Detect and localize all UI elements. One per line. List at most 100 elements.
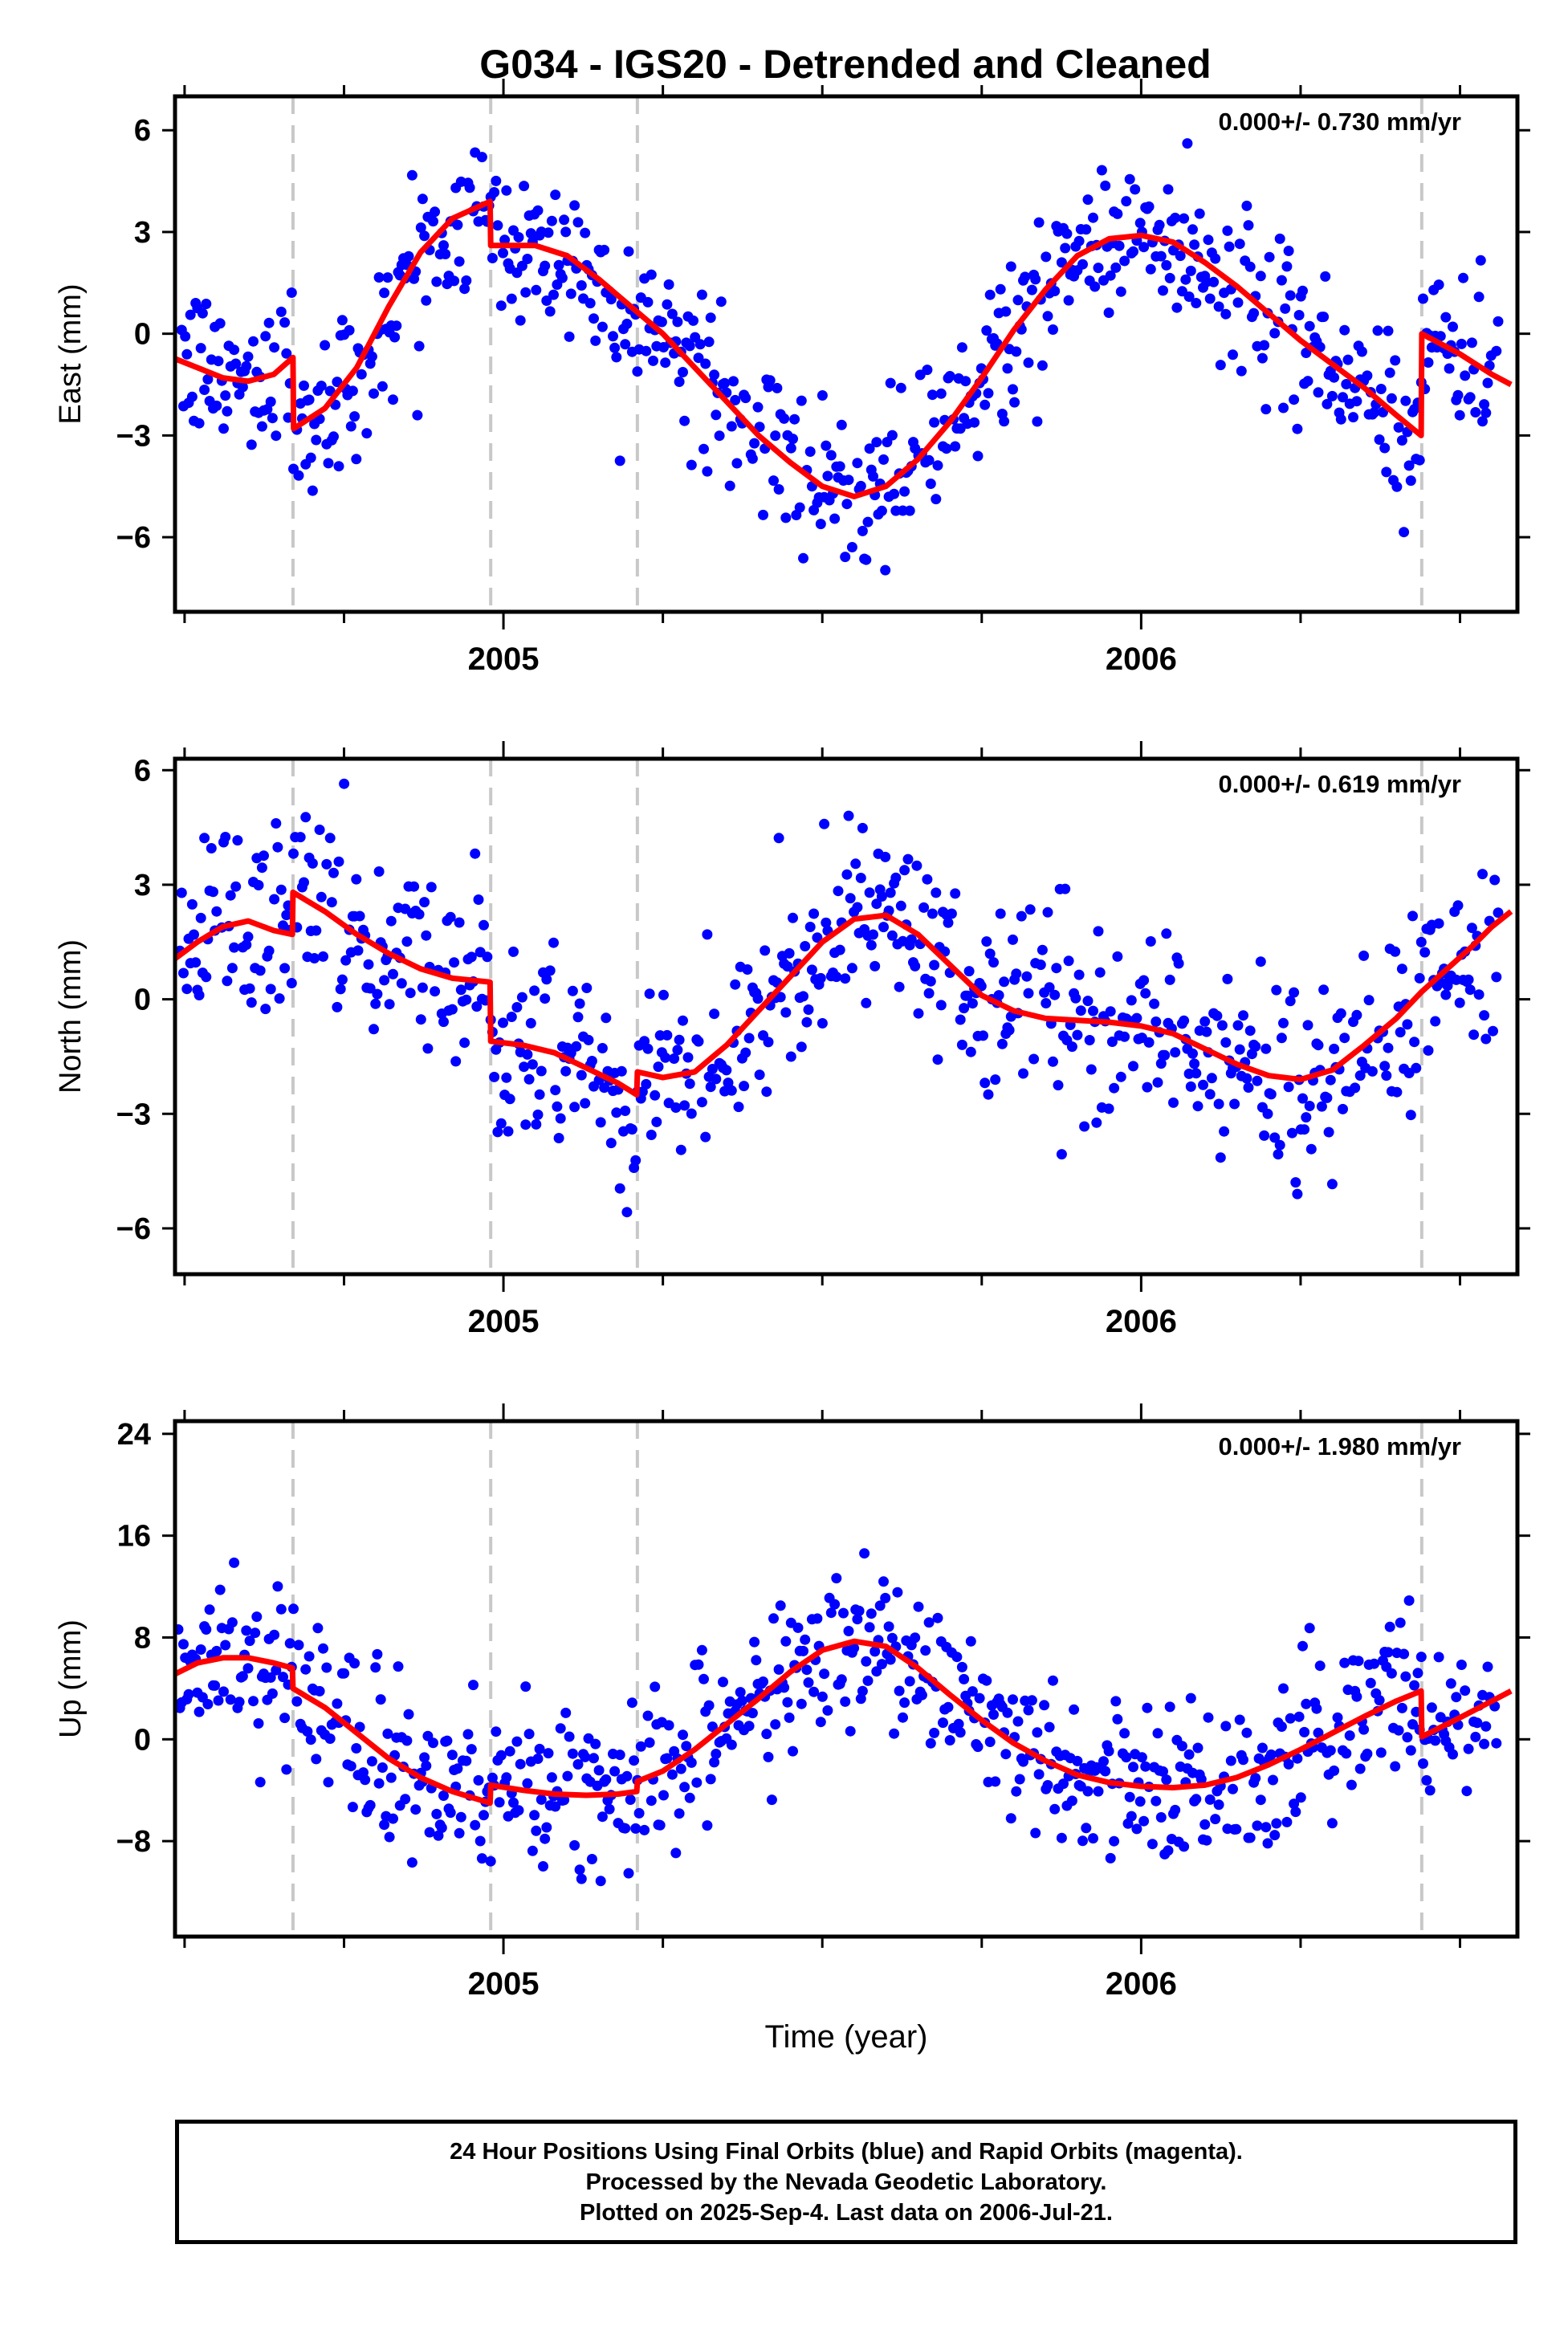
up-data-point: [580, 1751, 591, 1762]
east-data-point: [1088, 212, 1098, 223]
east-data-point: [694, 339, 706, 350]
east-data-point: [1329, 372, 1340, 383]
east-data-point: [703, 336, 715, 348]
north-data-point: [990, 1074, 1001, 1086]
up-data-point: [269, 1629, 280, 1640]
north-data-point: [929, 959, 940, 971]
up-data-point: [871, 1666, 882, 1677]
east-data-point: [1204, 293, 1216, 304]
east-data-point: [605, 294, 617, 305]
north-data-point: [1164, 974, 1175, 985]
up-data-point: [663, 1720, 674, 1731]
east-data-point: [904, 505, 915, 516]
north-data-point: [678, 1015, 688, 1026]
up-data-point: [662, 1753, 673, 1764]
east-data-point: [419, 230, 430, 242]
north-data-point: [523, 1073, 535, 1085]
up-data-point: [1179, 1841, 1190, 1852]
north-data-point: [229, 942, 240, 953]
up-data-point: [1126, 1811, 1137, 1822]
up-model-line: [175, 1638, 1513, 1807]
east-data-point: [927, 389, 938, 401]
north-data-point: [1189, 1058, 1200, 1069]
north-data-point: [1238, 1010, 1248, 1021]
up-data-point: [421, 1760, 432, 1771]
north-data-point: [1091, 1117, 1102, 1128]
north-data-point: [190, 957, 202, 968]
north-data-point: [890, 872, 902, 883]
north-data-point: [1004, 1024, 1015, 1036]
north-data-point: [693, 1036, 704, 1047]
east-data-point: [1033, 217, 1045, 228]
north-data-point: [696, 1097, 707, 1108]
east-data-point: [193, 418, 205, 429]
up-data-point: [779, 1682, 790, 1693]
north-data-point: [241, 939, 252, 951]
east-data-point: [344, 324, 355, 336]
north-data-point: [1491, 972, 1502, 983]
north-data-point: [707, 1064, 718, 1074]
up-data-point: [829, 1599, 841, 1610]
north-data-point: [426, 882, 437, 893]
east-data-point: [773, 484, 784, 495]
east-data-point: [984, 289, 996, 300]
east-data-point: [1433, 279, 1444, 291]
east-data-point: [584, 298, 596, 309]
north-data-point: [650, 1090, 661, 1101]
up-data-point: [529, 1810, 540, 1821]
east-data-point: [715, 296, 727, 308]
north-data-point: [552, 1101, 563, 1112]
east-data-point: [979, 399, 991, 410]
north-data-point: [935, 1000, 947, 1011]
east-data-point: [719, 377, 731, 389]
north-data-point: [1159, 1049, 1171, 1061]
north-data-point: [1350, 1082, 1361, 1094]
up-data-point: [784, 1712, 795, 1723]
up-data-point: [735, 1687, 746, 1698]
up-data-point: [1426, 1702, 1437, 1713]
east-data-point: [747, 453, 758, 464]
east-data-point: [336, 315, 348, 326]
north-data-point: [865, 939, 877, 951]
north-data-point: [880, 851, 891, 862]
north-data-point: [527, 1059, 538, 1070]
up-data-point: [385, 1772, 397, 1783]
east-ytick-label: 0: [134, 318, 151, 352]
up-data-point: [815, 1717, 826, 1728]
north-data-point: [370, 998, 381, 1009]
up-data-point: [508, 1797, 519, 1808]
up-data-point: [817, 1691, 828, 1702]
north-data-point: [761, 1086, 772, 1098]
north-data-point: [388, 968, 398, 980]
north-data-point: [922, 874, 933, 885]
north-data-point: [415, 1014, 426, 1025]
east-data-point: [1182, 138, 1193, 149]
north-data-point: [560, 1065, 572, 1077]
up-ytick-label: 8: [134, 1621, 151, 1655]
north-data-point: [788, 912, 798, 923]
north-data-point: [1079, 1121, 1090, 1132]
north-data-point: [927, 908, 938, 919]
east-data-point: [731, 458, 743, 469]
north-data-point: [846, 963, 857, 974]
north-data-point: [831, 972, 842, 983]
east-data-point: [1301, 348, 1312, 358]
north-data-point: [1168, 1097, 1179, 1108]
east-data-point: [1130, 184, 1141, 195]
up-data-point: [1136, 1752, 1147, 1763]
north-data-point: [1302, 1020, 1313, 1031]
north-data-point: [1415, 936, 1427, 947]
up-data-point: [1405, 1745, 1416, 1756]
up-data-point: [1039, 1700, 1050, 1711]
east-data-point: [608, 331, 618, 342]
up-data-point: [546, 1772, 557, 1783]
up-data-point: [211, 1645, 222, 1656]
east-data-point: [520, 287, 531, 298]
north-data-point: [684, 1078, 695, 1090]
east-data-point: [956, 342, 967, 353]
up-data-point: [658, 1790, 669, 1801]
up-data-point: [1313, 1727, 1324, 1738]
east-data-point: [1183, 291, 1195, 302]
up-xtick-label: 2006: [1106, 1966, 1177, 2002]
north-data-point: [1063, 955, 1074, 967]
